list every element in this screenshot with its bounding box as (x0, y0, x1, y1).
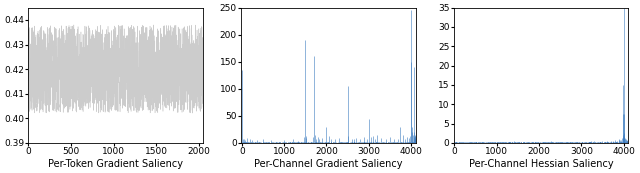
X-axis label: Per-Channel Gradient Saliency: Per-Channel Gradient Saliency (254, 159, 403, 169)
X-axis label: Per-Token Gradient Saliency: Per-Token Gradient Saliency (49, 159, 184, 169)
X-axis label: Per-Channel Hessian Saliency: Per-Channel Hessian Saliency (468, 159, 613, 169)
